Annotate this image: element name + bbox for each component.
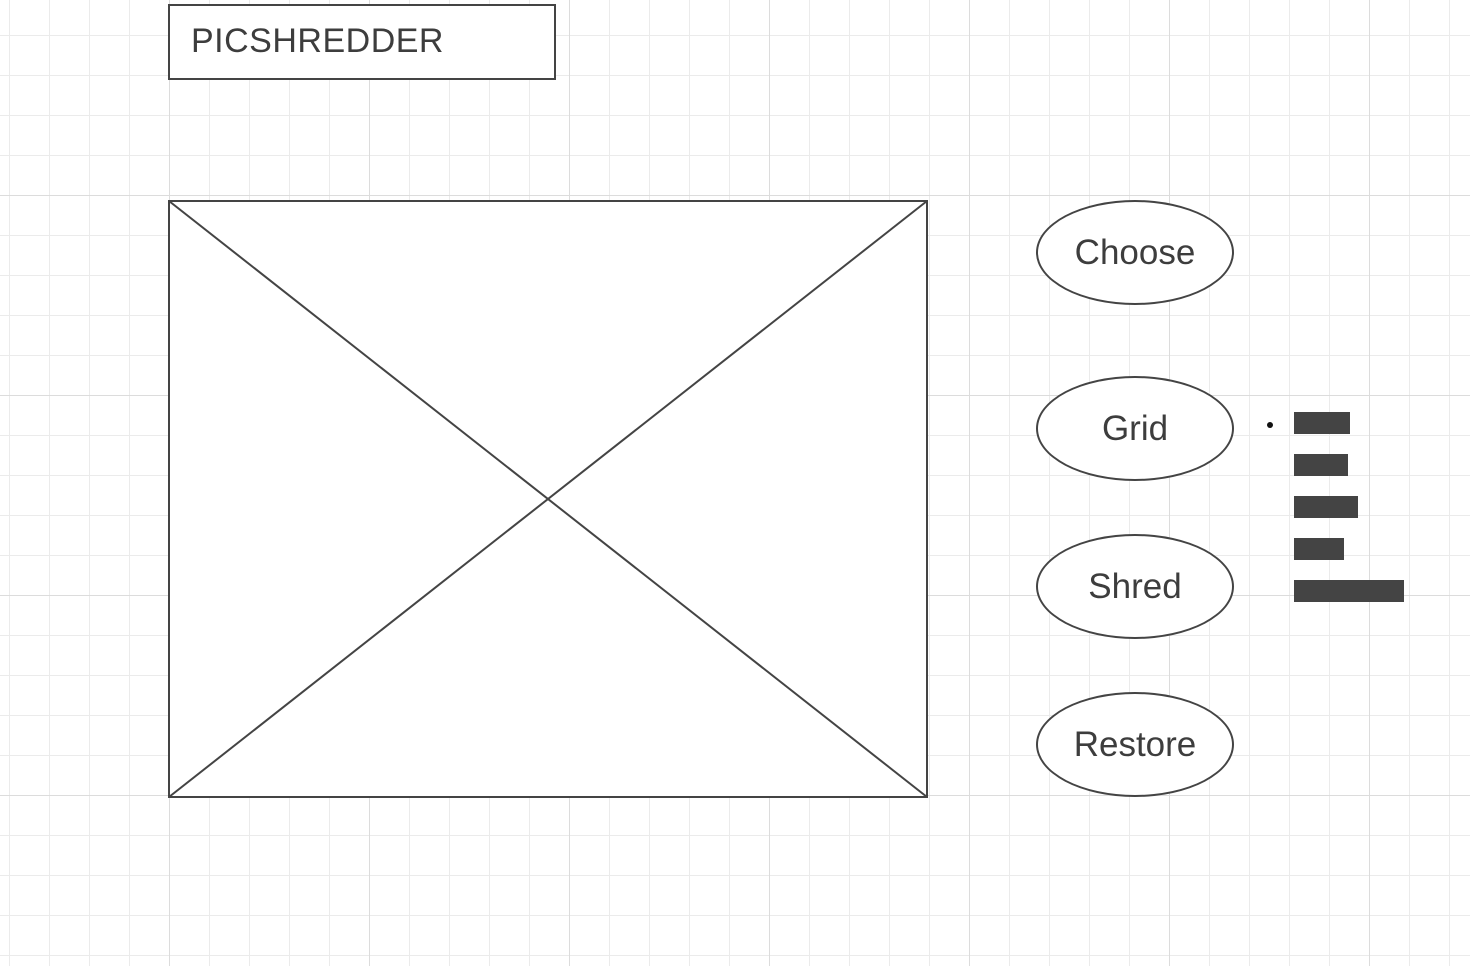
shred-button-label: Shred — [1088, 566, 1182, 606]
image-placeholder[interactable] — [168, 200, 928, 798]
grid-option-3[interactable] — [1294, 496, 1358, 518]
image-placeholder-diagonal — [168, 200, 928, 798]
grid-button[interactable]: Grid — [1036, 376, 1234, 481]
grid-option-1[interactable] — [1294, 412, 1350, 434]
choose-button-label: Choose — [1074, 232, 1196, 272]
app-title-box: PICSHREDDER — [168, 4, 556, 80]
grid-option-2[interactable] — [1294, 454, 1348, 476]
grid-option-4[interactable] — [1294, 538, 1344, 560]
grid-button-label: Grid — [1101, 408, 1169, 448]
restore-button-label: Restore — [1073, 724, 1197, 764]
grid-option-selected-indicator — [1267, 422, 1273, 428]
grid-option-5[interactable] — [1294, 580, 1404, 602]
shred-button[interactable]: Shred — [1036, 534, 1234, 639]
app-title: PICSHREDDER — [191, 22, 444, 60]
restore-button[interactable]: Restore — [1036, 692, 1234, 797]
image-placeholder-graphic — [168, 200, 928, 798]
choose-button[interactable]: Choose — [1036, 200, 1234, 305]
